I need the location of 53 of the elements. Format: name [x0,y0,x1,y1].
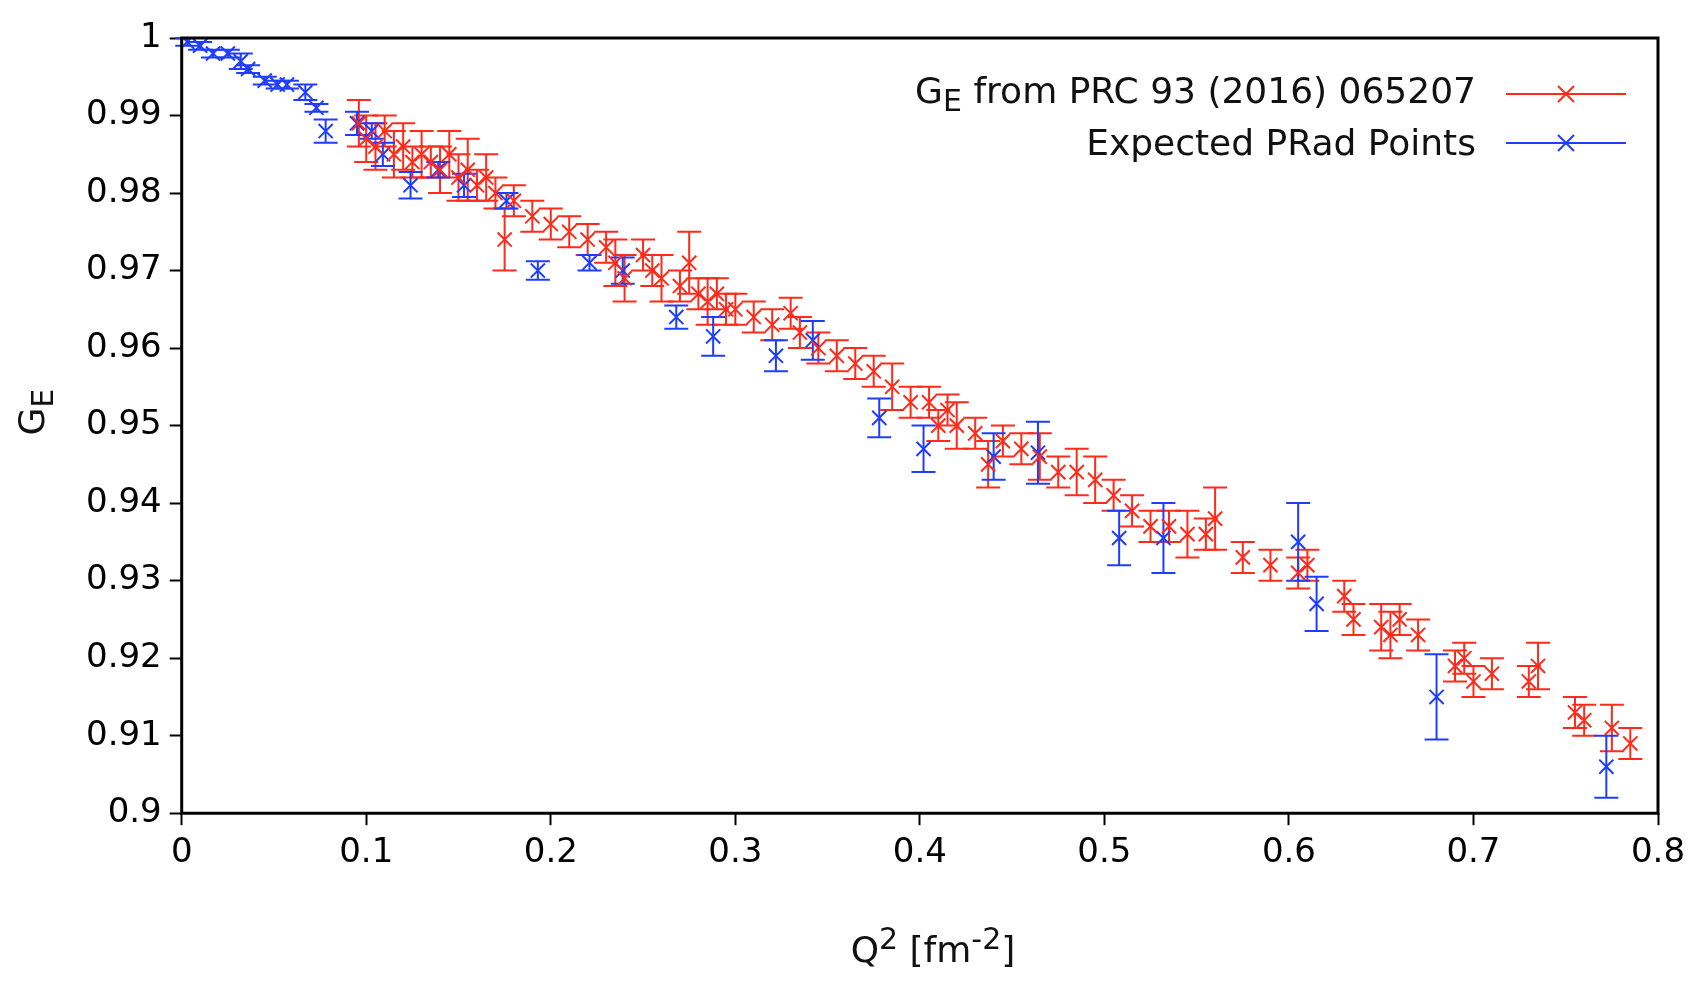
point [705,328,722,345]
point [297,84,314,101]
point [529,262,546,279]
x-axis-title: Q$^{2}$ [fm$^{-2}$] [849,921,1017,970]
point [363,122,380,140]
y-tick-label: 0.9 [107,790,162,831]
x-tick-label: 0.7 [1446,830,1501,871]
point [1111,529,1128,547]
legend-label: G$_{E}$ from PRC 93 (2016) 065207 [915,70,1476,119]
y-tick-label: 1 [140,14,162,55]
x-tick-label: 0.3 [708,830,763,871]
y-tick-label: 0.93 [86,557,162,598]
x-tick-label: 0 [170,830,193,871]
point [1598,758,1615,775]
x-tick-label: 0.8 [1630,830,1686,871]
point [767,347,784,364]
point [317,122,334,140]
point [232,53,249,70]
point [308,99,325,116]
y-tick-label: 0.96 [86,324,162,365]
point [1290,533,1307,550]
legend-label: Expected PRad Points [1086,122,1476,164]
x-tick-label: 0.5 [1077,830,1132,871]
y-tick-label: 0.92 [86,634,162,675]
point [915,440,932,457]
point [581,254,598,271]
y-tick-label: 0.97 [86,247,162,288]
y-tick-label: 0.95 [86,402,162,443]
point [205,45,222,62]
point [1029,444,1047,461]
point [1155,529,1172,547]
point [219,45,236,62]
point [1428,688,1445,705]
point [614,262,631,279]
point [269,76,286,93]
point [498,192,515,209]
point [668,309,685,326]
y-tick-label: 0.94 [86,479,162,520]
point [1308,595,1325,612]
point [871,409,888,426]
point [455,177,473,194]
x-tick-label: 0.4 [892,830,947,871]
x-tick-label: 0.6 [1261,830,1316,871]
x-tick-label: 0.1 [339,830,394,871]
point [402,177,419,194]
point [256,72,273,89]
point [192,38,209,54]
y-tick-label: 0.98 [86,169,162,210]
point [985,448,1002,465]
y-tick-label: 0.91 [86,712,162,753]
point [804,332,821,349]
y-tick-label: 0.99 [86,92,162,133]
x-tick-label: 0.2 [523,830,578,871]
